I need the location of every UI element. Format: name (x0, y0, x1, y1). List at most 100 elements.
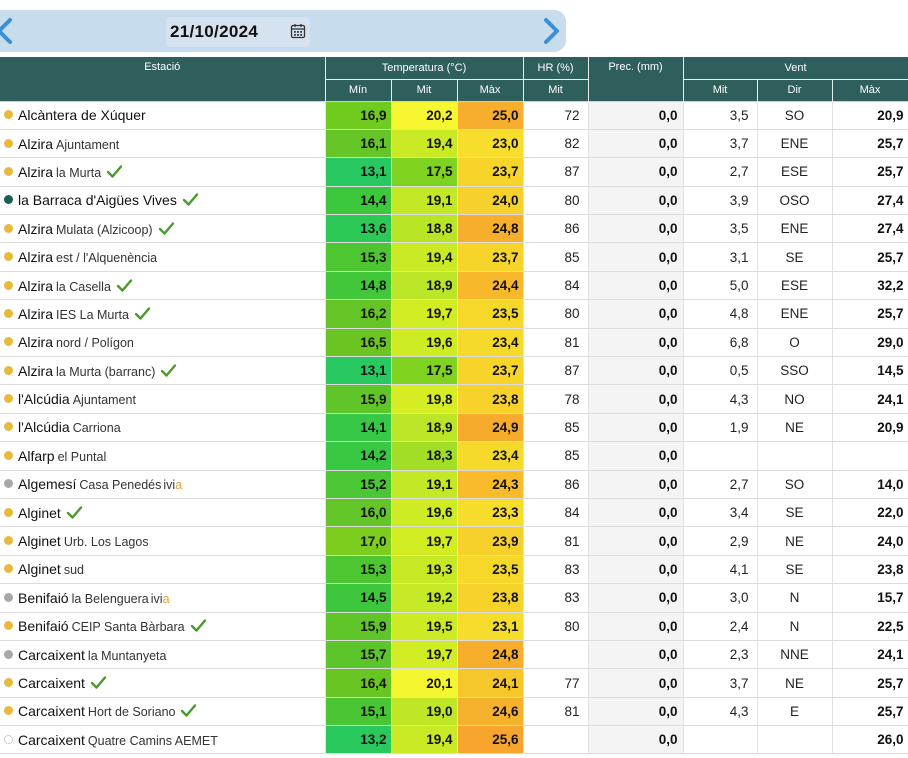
station-cell[interactable]: Alzira Ajuntament (0, 129, 326, 159)
table-row[interactable]: Algemesí Casa Penedés ivia 15,2 19,1 24,3 86 0,… (0, 470, 908, 499)
station-cell[interactable]: Alzira IES La Murta (0, 299, 326, 329)
table-row[interactable]: Alginet sud 15,3 19,3 23,5 83 0,0 4,1 SE 23,8 (0, 555, 908, 585)
header-station[interactable]: Estació (0, 57, 326, 101)
temp-mit-cell: 17,5 (391, 157, 458, 187)
station-name[interactable]: Alcàntera de Xúquer (18, 107, 146, 124)
station-name[interactable]: Alzira (18, 249, 54, 266)
station-name[interactable]: Alzira (18, 135, 54, 152)
header-temp-mit[interactable]: Mit (391, 78, 458, 101)
station-cell[interactable]: Benifaió CEIP Santa Bàrbara (0, 612, 326, 641)
date-picker[interactable]: 21/10/2024 (166, 17, 310, 47)
station-cell[interactable]: Alzira la Casella (0, 271, 326, 301)
station-name[interactable]: Alzira (18, 163, 54, 180)
header-wind-mit[interactable]: Mit (683, 78, 758, 101)
header-wind-dir[interactable]: Dir (757, 78, 833, 101)
header-precipitation[interactable]: Prec. (mm) (588, 57, 684, 101)
temp-mit-cell: 20,2 (391, 100, 458, 130)
header-wind-max[interactable]: Màx (832, 78, 908, 101)
station-cell[interactable]: Carcaixent (0, 668, 326, 698)
station-status-dot (4, 450, 13, 460)
station-name[interactable]: Alginet (18, 561, 61, 578)
station-cell[interactable]: Alginet sud (0, 555, 326, 585)
ivia-logo: ivia (163, 478, 182, 492)
table-row[interactable]: Alzira nord / Polígon 16,5 19,6 23,4 81 0,0 6,8… (0, 328, 908, 358)
station-name[interactable]: Carcaixent (18, 646, 85, 663)
station-cell[interactable]: Alzira nord / Polígon (0, 328, 326, 358)
station-cell[interactable]: Alcàntera de Xúquer (0, 100, 326, 130)
station-name[interactable]: la Barraca d'Aigües Vives (18, 192, 177, 209)
calendar-icon[interactable] (290, 23, 306, 39)
table-row[interactable]: Alzira est / l'Alquenència 15,3 19,4 23,7 85 0… (0, 242, 908, 272)
station-name[interactable]: Alzira (18, 362, 54, 379)
station-location: Carriona (72, 421, 121, 436)
table-row[interactable]: la Barraca d'Aigües Vives 14,4 19,1 24,0 80 0… (0, 186, 908, 216)
station-cell[interactable]: l'Alcúdia Ajuntament (0, 384, 326, 414)
station-cell[interactable]: la Barraca d'Aigües Vives (0, 186, 326, 216)
wind-dir-cell (757, 725, 833, 755)
station-name[interactable]: l'Alcúdia (18, 419, 70, 436)
wind-max-cell: 24,1 (832, 384, 908, 414)
table-row[interactable]: Carcaixent Quatre Camins AEMET 13,2 19,4 25,… (0, 725, 908, 755)
station-cell[interactable]: Algemesí Casa Penedés ivia (0, 470, 326, 499)
station-cell[interactable]: Alfarp el Puntal (0, 441, 326, 471)
table-row[interactable]: Carcaixent Hort de Soriano 15,1 19,0 24,6 81 0… (0, 697, 908, 727)
next-day-button[interactable] (538, 17, 564, 45)
station-cell[interactable]: Alginet Urb. Los Lagos (0, 526, 326, 556)
station-cell[interactable]: Carcaixent Quatre Camins AEMET (0, 725, 326, 755)
station-cell[interactable]: Benifaió la Belenguera ivia (0, 583, 326, 613)
station-name[interactable]: Alzira (18, 220, 54, 237)
station-cell[interactable]: Alzira la Murta (barranc) (0, 356, 326, 386)
station-name[interactable]: Alzira (18, 334, 54, 351)
station-cell[interactable]: Carcaixent la Muntanyeta (0, 640, 326, 670)
table-row[interactable]: Carcaixent 16,4 20,1 24,1 77 0,0 3,7 NE 25,7 (0, 668, 908, 698)
station-name[interactable]: Alzira (18, 277, 54, 294)
station-cell[interactable]: Carcaixent Hort de Soriano (0, 697, 326, 727)
station-name[interactable]: Alfarp (18, 447, 55, 464)
table-row[interactable]: Carcaixent la Muntanyeta 15,7 19,7 24,8 0,0 2,… (0, 640, 908, 670)
table-row[interactable]: Benifaió la Belenguera ivia 14,5 19,2 23,8 83 0… (0, 583, 908, 613)
wind-dir-cell: OSO (757, 186, 833, 216)
table-row[interactable]: Alzira Ajuntament 16,1 19,4 23,0 82 0,0 3,7 ENE 2… (0, 129, 908, 159)
station-name[interactable]: l'Alcúdia (18, 391, 70, 408)
header-hr-mit[interactable]: Mit (523, 78, 589, 101)
header-temp-min[interactable]: Mín (325, 78, 392, 101)
header-temp-max[interactable]: Màx (457, 78, 524, 101)
table-row[interactable]: Alginet 16,0 19,6 23,3 84 0,0 3,4 SE 22,0 (0, 498, 908, 528)
table-row[interactable]: Alzira la Casella 14,8 18,9 24,4 84 0,0 5,0 ESE 3… (0, 271, 908, 301)
table-row[interactable]: Alzira la Murta (barranc) 13,1 17,5 23,7 87 0,… (0, 356, 908, 386)
wind-max-cell: 29,0 (832, 328, 908, 358)
table-row[interactable]: Alfarp el Puntal 14,2 18,3 23,4 85 0,0 (0, 441, 908, 471)
table-row[interactable]: Alginet Urb. Los Lagos 17,0 19,7 23,9 81 0,0 2,… (0, 526, 908, 556)
station-cell[interactable]: l'Alcúdia Carriona (0, 413, 326, 443)
humidity-cell: 72 (523, 100, 589, 130)
table-row[interactable]: Alzira IES La Murta 16,2 19,7 23,5 80 0,0 4,8 EN… (0, 299, 908, 329)
station-name[interactable]: Carcaixent (18, 703, 85, 720)
table-row[interactable]: l'Alcúdia Carriona 14,1 18,9 24,9 85 0,0 1,9 NE 2… (0, 413, 908, 443)
station-name[interactable]: Benifaió (18, 618, 69, 635)
station-name[interactable]: Alzira (18, 305, 54, 322)
previous-day-button[interactable] (0, 17, 18, 45)
station-name[interactable]: Alginet (18, 533, 61, 550)
table-row[interactable]: Benifaió CEIP Santa Bàrbara 15,9 19,5 23,1 80… (0, 612, 908, 641)
station-name[interactable]: Alginet (18, 504, 61, 521)
station-name[interactable]: Benifaió (18, 589, 69, 606)
station-status-dot (4, 479, 13, 489)
station-name[interactable]: Carcaixent (18, 731, 85, 748)
station-cell[interactable]: Alginet (0, 498, 326, 528)
station-cell[interactable]: Alzira la Murta (0, 157, 326, 187)
temp-mit-cell: 19,7 (391, 299, 458, 329)
table-row[interactable]: l'Alcúdia Ajuntament 15,9 19,8 23,8 78 0,0 4,3 N… (0, 384, 908, 414)
station-cell[interactable]: Alzira Mulata (Alzicoop) (0, 214, 326, 244)
table-row[interactable]: Alzira Mulata (Alzicoop) 13,6 18,8 24,8 86 0,0… (0, 214, 908, 244)
temp-max-cell: 24,0 (457, 186, 524, 216)
station-cell[interactable]: Alzira est / l'Alquenència (0, 242, 326, 272)
table-row[interactable]: Alzira la Murta 13,1 17,5 23,7 87 0,0 2,7 ESE 25,… (0, 157, 908, 187)
station-name[interactable]: Algemesí (18, 476, 77, 493)
temp-mit-cell: 20,1 (391, 668, 458, 698)
table-row[interactable]: Alcàntera de Xúquer 16,9 20,2 25,0 72 0,0 3,5 S… (0, 100, 908, 130)
wind-max-cell: 22,5 (832, 612, 908, 641)
station-status-dot (4, 195, 13, 205)
humidity-cell: 83 (523, 555, 589, 585)
station-name[interactable]: Carcaixent (18, 675, 85, 691)
wind-max-cell: 24,1 (832, 640, 908, 670)
